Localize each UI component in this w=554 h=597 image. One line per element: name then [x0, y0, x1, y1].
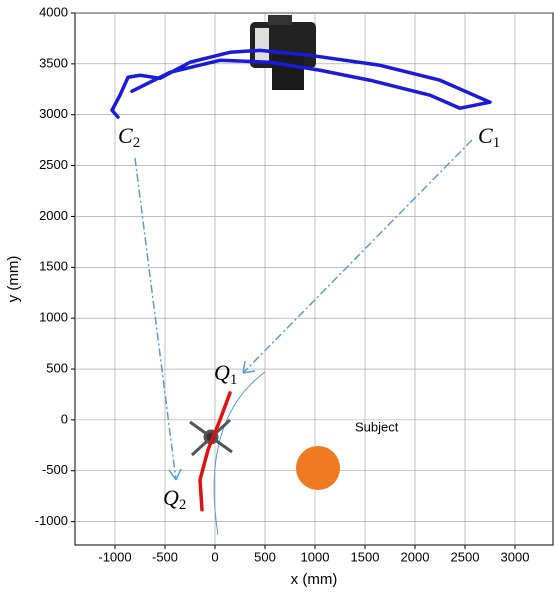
trajectory: [198, 391, 232, 512]
annotation: Subject: [355, 419, 399, 434]
y-tick-label: 0: [61, 411, 68, 426]
x-axis-label: x (mm): [291, 571, 338, 588]
y-tick-label: 4000: [39, 4, 68, 19]
arrow: [134, 157, 177, 481]
y-tick-label: 2000: [39, 208, 68, 223]
annotation: Q2: [163, 485, 186, 513]
x-tick-label: -500: [152, 549, 178, 564]
x-tick-label: 2500: [451, 549, 480, 564]
x-tick-label: 0: [211, 549, 218, 564]
y-axis-label: y (mm): [5, 256, 22, 303]
y-tick-label: 1500: [39, 259, 68, 274]
y-tick-label: -500: [42, 462, 68, 477]
trajectory: [110, 48, 492, 119]
annotation: Q1: [214, 360, 237, 388]
arrow-head: [242, 360, 256, 374]
y-tick-label: 3500: [39, 55, 68, 70]
y-tick-label: 500: [46, 360, 68, 375]
annotation: C2: [118, 123, 140, 151]
y-tick-label: 2500: [39, 157, 68, 172]
y-tick-label: -1000: [35, 513, 68, 528]
subject: [296, 446, 340, 490]
x-tick-label: 1500: [351, 549, 380, 564]
x-tick-label: 2000: [401, 549, 430, 564]
arrow-head: [168, 468, 182, 481]
x-tick-label: -1000: [98, 549, 131, 564]
x-tick-label: 1000: [301, 549, 330, 564]
drone-icon: [189, 418, 233, 457]
x-tick-label: 3000: [501, 549, 530, 564]
annotation: C1: [478, 123, 500, 151]
curve: [213, 371, 266, 536]
x-tick-label: 500: [254, 549, 276, 564]
y-tick-label: 1000: [39, 310, 68, 325]
arrow: [242, 139, 473, 374]
y-tick-label: 3000: [39, 106, 68, 121]
camera-icon: [250, 15, 316, 90]
